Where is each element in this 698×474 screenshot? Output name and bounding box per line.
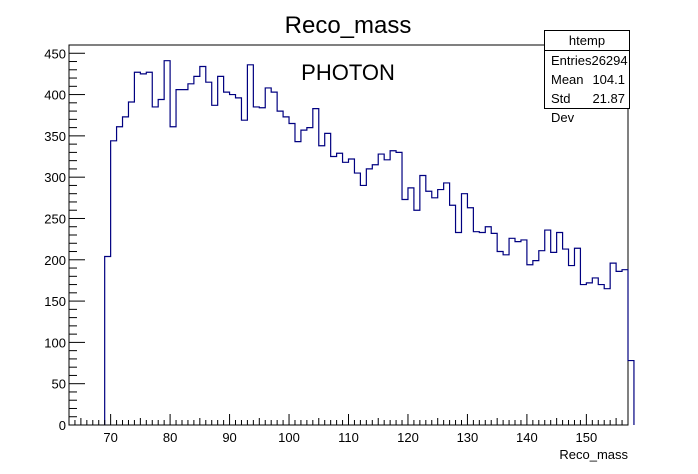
stats-box: htemp Entries 26294 Mean 104.1 Std Dev 2… <box>544 30 630 125</box>
stats-row-mean: Mean 104.1 <box>545 70 629 89</box>
x-tick-label: 110 <box>338 430 359 445</box>
y-tick-label: 300 <box>44 170 66 185</box>
x-tick-label: 140 <box>516 430 538 445</box>
x-tick-label: 150 <box>576 430 598 445</box>
x-tick-label: 90 <box>222 430 236 445</box>
y-axis: 0 50 100 150 200 250 300 350 400 450 <box>44 44 85 433</box>
y-tick-label: 0 <box>59 418 66 433</box>
x-tick-label: 100 <box>278 430 300 445</box>
y-tick-label: 450 <box>44 46 66 61</box>
stats-value: 26294 <box>591 53 628 68</box>
stats-value: 21.87 <box>592 91 625 106</box>
stats-title: htemp <box>545 31 629 51</box>
y-tick-label: 250 <box>44 211 66 226</box>
x-axis: 70 80 90 100 110 120 130 140 150 <box>74 414 629 445</box>
stats-row-stddev: Std Dev 21.87 <box>545 89 629 125</box>
stats-label: Entries <box>551 53 592 68</box>
stats-label: Std Dev <box>551 91 575 125</box>
y-tick-label: 400 <box>44 88 66 103</box>
photon-annotation: PHOTON <box>301 60 395 85</box>
y-tick-label: 350 <box>44 129 66 144</box>
x-tick-label: 80 <box>163 430 177 445</box>
y-tick-label: 100 <box>44 335 66 350</box>
y-tick-label: 50 <box>52 377 66 392</box>
y-tick-label: 200 <box>44 253 66 268</box>
x-axis-title: Reco_mass <box>559 447 628 462</box>
histogram-line <box>104 60 635 425</box>
stats-row-entries: Entries 26294 <box>545 51 629 70</box>
x-tick-label: 120 <box>397 430 419 445</box>
stats-value: 104.1 <box>592 72 625 87</box>
x-tick-label: 130 <box>457 430 479 445</box>
stats-label: Mean <box>551 72 584 87</box>
x-tick-label: 70 <box>103 430 117 445</box>
chart-title: Reco_mass <box>285 12 412 39</box>
histogram-series <box>104 60 635 425</box>
y-tick-label: 150 <box>44 294 66 309</box>
